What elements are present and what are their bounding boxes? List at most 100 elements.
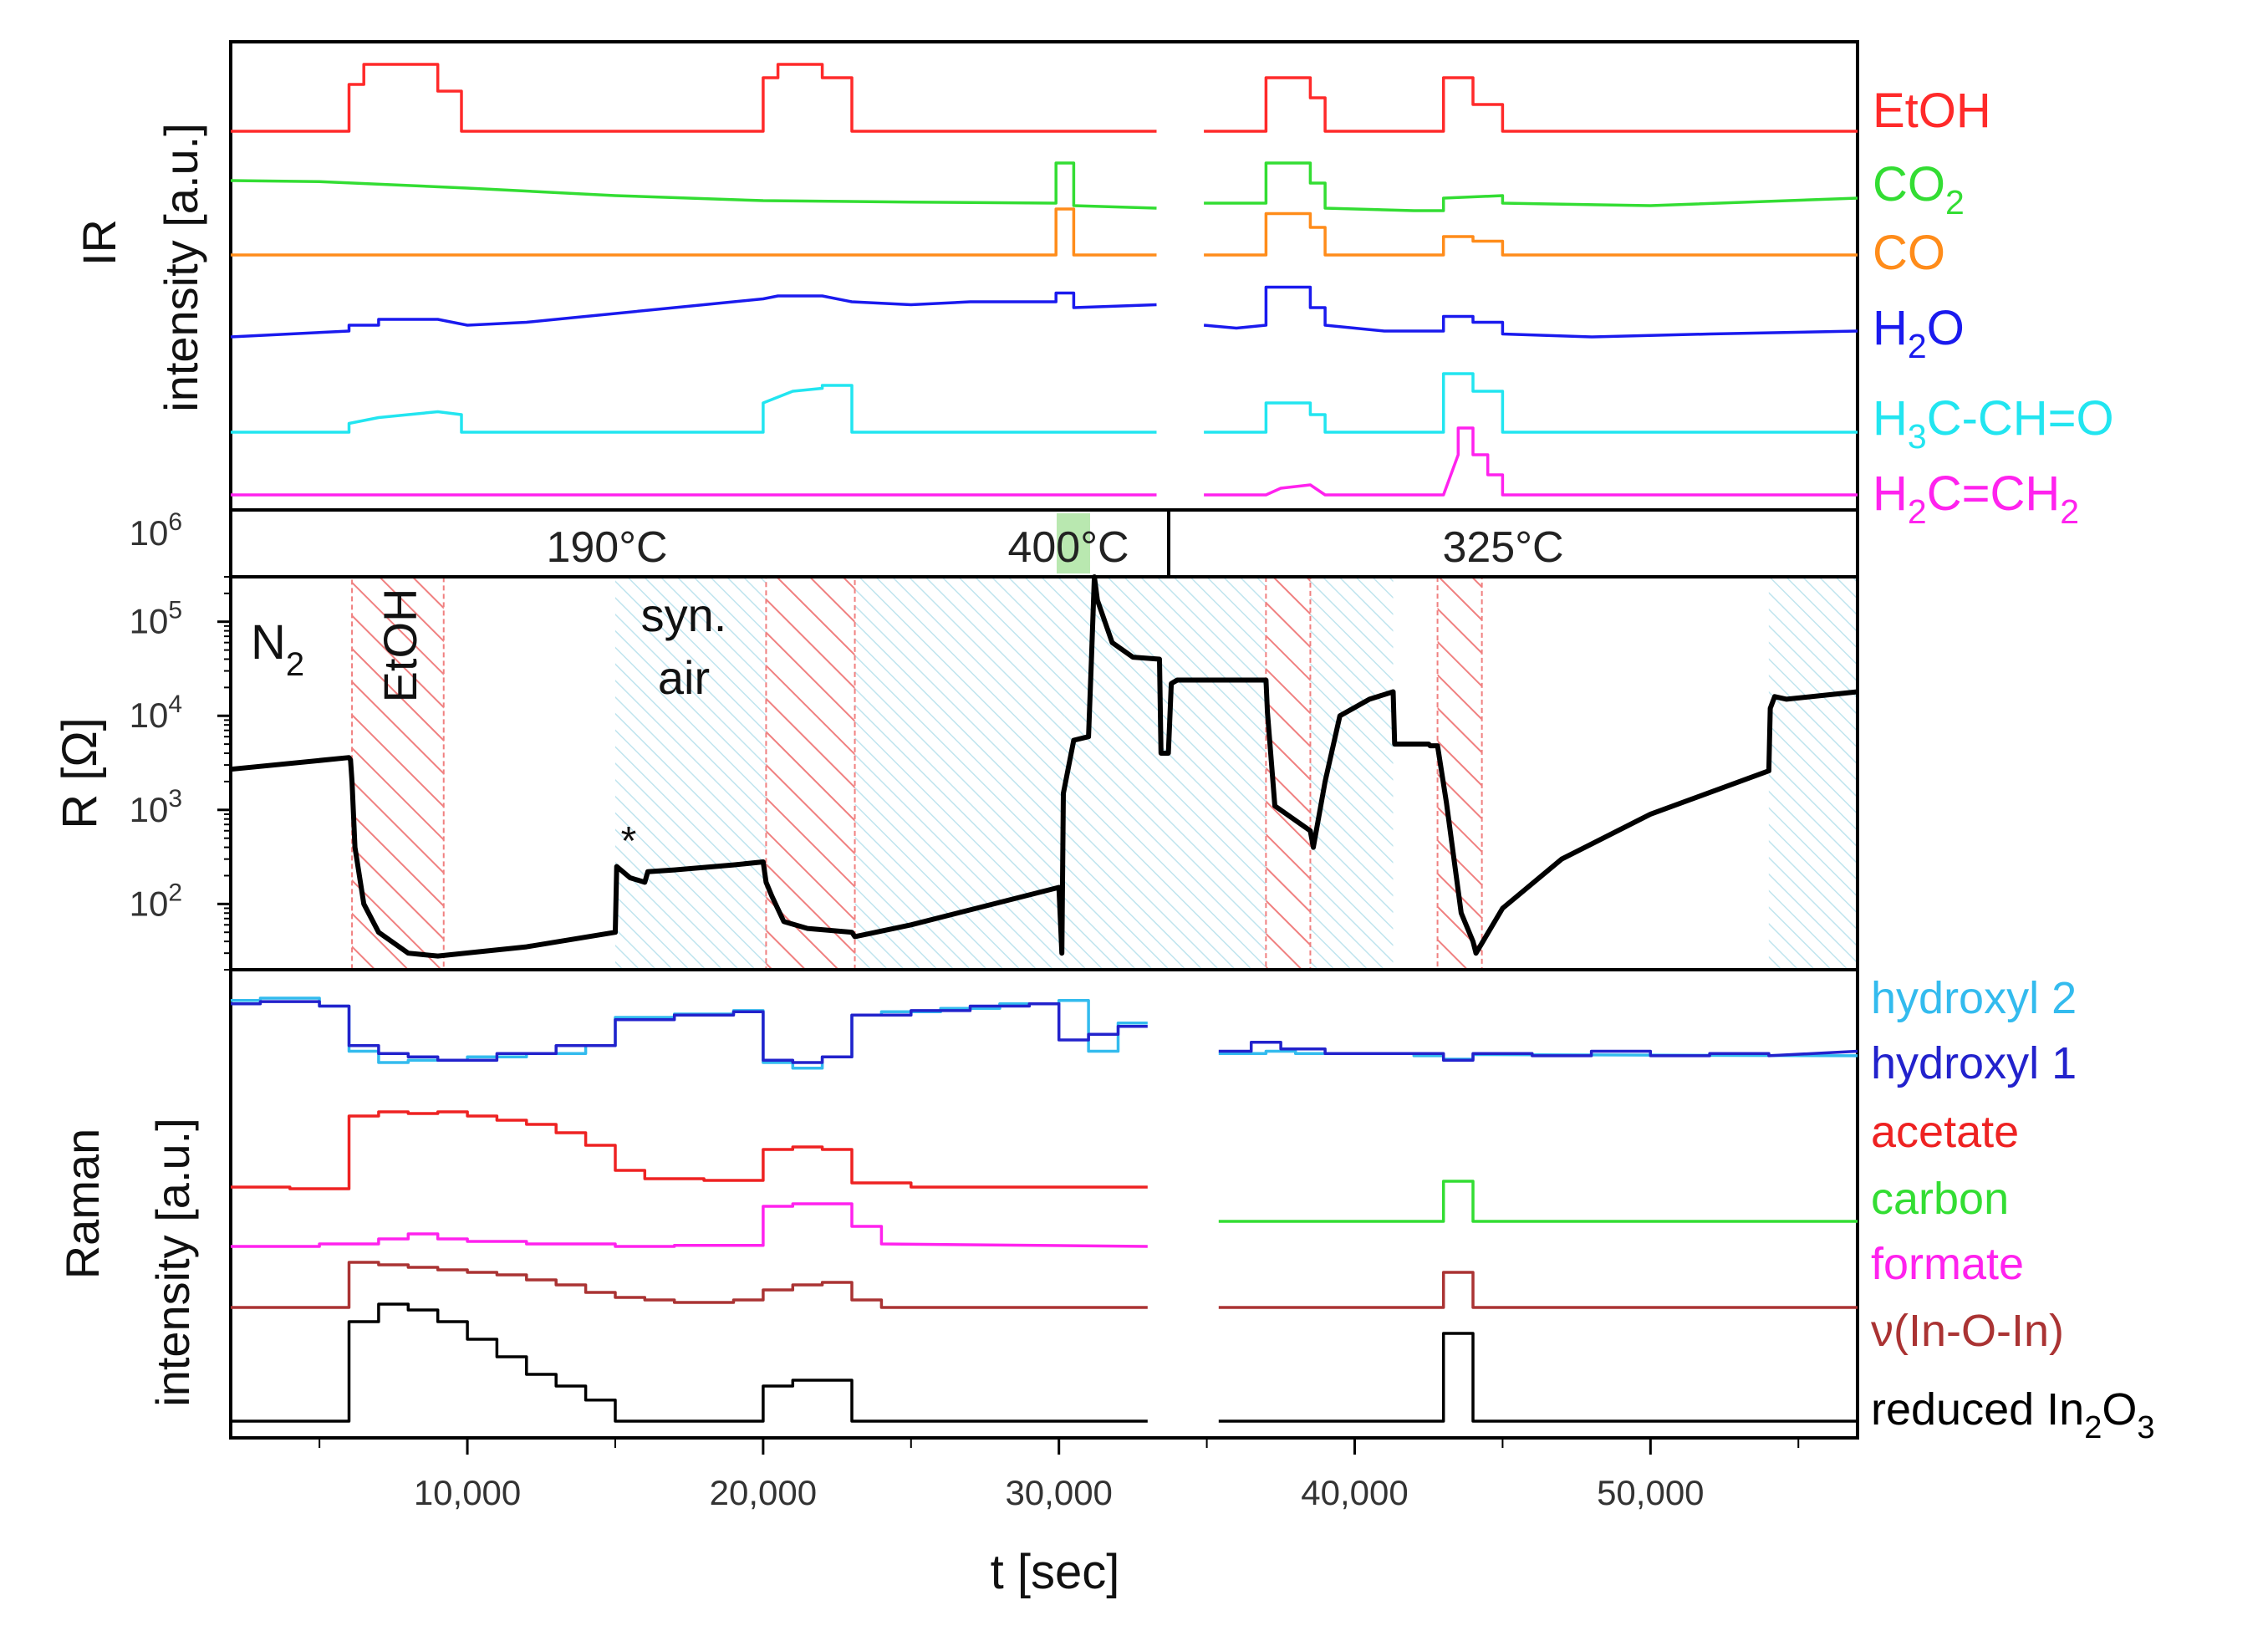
syn-air-annotation-line2: air xyxy=(658,651,710,704)
legend-in-o-in: ν(In-O-In) xyxy=(1871,1306,2064,1356)
legend-co: CO xyxy=(1873,226,1945,280)
legend-name: ν(In-O-In) xyxy=(1871,1306,2064,1356)
legend-formate: formate xyxy=(1871,1239,2024,1289)
ir-trace-2-segment-1 xyxy=(1204,212,1858,257)
r-shade-group xyxy=(351,576,1858,971)
n2-annotation: N2 xyxy=(251,615,304,683)
ir-trace-4-segment-0 xyxy=(231,384,1157,434)
legend-sub2: 3 xyxy=(2137,1410,2154,1445)
etoh-interval-0 xyxy=(351,576,445,971)
air-interval-0 xyxy=(614,577,767,970)
raman-legend-group: hydroxyl 2 hydroxyl 1 acetate carbon formate… xyxy=(1871,973,2154,1445)
legend-name: hydroxyl 2 xyxy=(1871,973,2077,1023)
xtick-label-30000: 30,000 xyxy=(1005,1473,1112,1512)
raman-trace-5-segment-1 xyxy=(1218,1271,1858,1309)
ir-ylabel-line1: IR xyxy=(73,219,125,266)
legend-name: CO xyxy=(1873,226,1945,280)
legend-sub: 2 xyxy=(2084,1410,2102,1445)
legend-sub: 2 xyxy=(1945,183,1965,222)
ir-trace-0-segment-0 xyxy=(231,63,1157,133)
ir-trace-4-segment-1 xyxy=(1204,372,1858,434)
legend-reduced-in2o3: reduced In2O3 xyxy=(1871,1384,2154,1445)
resistance-trace xyxy=(230,574,1858,959)
legend-name2: O xyxy=(1927,301,1965,355)
xtick-label-10000: 10,000 xyxy=(414,1473,521,1512)
raman-trace-4-segment-0 xyxy=(231,1202,1148,1248)
ytick-label-2: 102 xyxy=(130,879,182,923)
raman-trace-0-segment-0 xyxy=(231,996,1148,1070)
legend-sub: 3 xyxy=(1908,417,1927,456)
legend-name: acetate xyxy=(1871,1107,2019,1157)
legend-name2: C-CH=O xyxy=(1927,391,2114,446)
ytick-label-1e6: 106 xyxy=(130,508,182,553)
legend-name: EtOH xyxy=(1873,84,1991,138)
air-interval-4 xyxy=(1768,577,1858,970)
n2-annotation-main: N xyxy=(251,615,286,670)
raman-ylabel-line2: intensity [a.u.] xyxy=(146,1118,199,1407)
x-axis-label: t [sec] xyxy=(991,1545,1120,1599)
legend-name: H xyxy=(1873,391,1908,446)
legend-sub2: 2 xyxy=(2060,492,2079,531)
legend-etoh: EtOH xyxy=(1873,84,1991,138)
raman-series-group xyxy=(231,996,1858,1423)
raman-trace-6-segment-1 xyxy=(1218,1332,1858,1423)
air-interval-2 xyxy=(1064,577,1267,970)
legend-carbon: carbon xyxy=(1871,1174,2009,1224)
air-interval-3 xyxy=(1310,577,1394,970)
x-axis-group: 10,000 20,000 30,000 40,000 50,000 xyxy=(319,1438,1800,1512)
legend-name: reduced In xyxy=(1871,1384,2084,1435)
legend-sub: 2 xyxy=(1908,327,1927,365)
asterisk-annotation: * xyxy=(621,819,637,864)
ir-panel-frame xyxy=(229,40,1859,512)
ytick-exponent: 3 xyxy=(168,785,182,813)
temperature-190-label: 190°C xyxy=(546,523,667,572)
xtick-label-40000: 40,000 xyxy=(1301,1473,1408,1512)
raman-trace-2-segment-0 xyxy=(231,1110,1148,1190)
syn-air-annotation-line1: syn. xyxy=(641,589,727,641)
ir-series-group xyxy=(230,63,1858,497)
ir-trace-3-segment-0 xyxy=(230,291,1157,339)
ytick-label-5: 105 xyxy=(130,597,182,641)
legend-name: carbon xyxy=(1871,1174,2009,1224)
temperature-strip: 190°C 400°C 325°C 106 xyxy=(130,508,1859,578)
ytick-base-1e6: 10 xyxy=(130,513,169,553)
etoh-annotation: EtOH xyxy=(374,589,426,703)
ir-ylabel-line2: intensity [a.u.] xyxy=(155,123,207,412)
legend-hydroxyl-1: hydroxyl 1 xyxy=(1871,1038,2077,1088)
xtick-label-50000: 50,000 xyxy=(1597,1473,1704,1512)
raman-trace-6-segment-0 xyxy=(231,1302,1148,1423)
legend-name: hydroxyl 1 xyxy=(1871,1038,2077,1088)
ytick-base: 10 xyxy=(130,790,169,829)
raman-ylabel-line1: Raman xyxy=(56,1129,109,1280)
legend-name: H xyxy=(1873,466,1908,521)
legend-sub: 2 xyxy=(1908,492,1927,531)
legend-name: CO xyxy=(1873,157,1945,212)
ir-trace-2-segment-0 xyxy=(231,207,1157,257)
ytick-label-3: 103 xyxy=(130,785,182,829)
ir-trace-1-segment-1 xyxy=(1204,161,1858,212)
temperature-400-label: 400°C xyxy=(1007,523,1129,572)
ytick-exponent: 4 xyxy=(168,691,182,718)
ytick-exponent: 5 xyxy=(168,597,182,624)
ir-trace-0-segment-1 xyxy=(1204,76,1858,133)
raman-trace-3-segment-0 xyxy=(1218,1180,1858,1223)
legend-name: H xyxy=(1873,301,1908,355)
legend-name: formate xyxy=(1871,1239,2024,1289)
air-interval-1 xyxy=(854,577,1065,970)
legend-h2o: H2O xyxy=(1873,301,1965,365)
raman-trace-1-segment-1 xyxy=(1218,1040,1858,1063)
legend-name2: C=CH xyxy=(1927,466,2061,521)
legend-h2c-ch2: H2C=CH2 xyxy=(1873,466,2079,531)
raman-trace-1-segment-0 xyxy=(231,1000,1148,1064)
ir-trace-5-segment-1 xyxy=(1204,426,1858,497)
raman-trace-5-segment-0 xyxy=(231,1261,1148,1309)
ir-trace-3-segment-1 xyxy=(1203,285,1858,339)
legend-hydroxyl-2: hydroxyl 2 xyxy=(1871,973,2077,1023)
ir-trace-1-segment-0 xyxy=(230,161,1157,210)
legend-acetate: acetate xyxy=(1871,1107,2019,1157)
